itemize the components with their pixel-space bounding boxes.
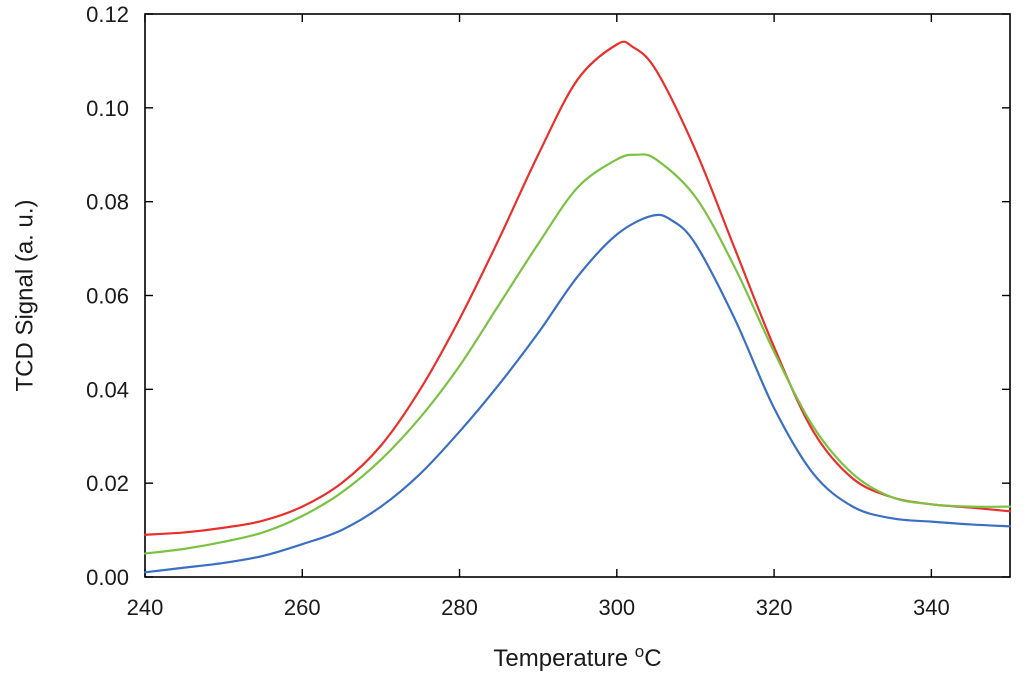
y-tick-label: 0.00 — [86, 565, 129, 590]
series-line-1 — [143, 153, 1012, 555]
y-tick-label: 0.06 — [86, 284, 129, 309]
x-axis-title-unit-sup: o — [635, 642, 644, 661]
y-tick-label: 0.12 — [86, 2, 129, 27]
axis-ticks — [144, 13, 1010, 578]
x-axis-title-unit: C — [644, 645, 661, 672]
series-line-2 — [143, 213, 1012, 574]
x-axis-title-text: Temperature — [493, 645, 634, 672]
x-tick-label: 240 — [127, 595, 164, 620]
series-line-0 — [143, 40, 1012, 536]
x-tick-label: 340 — [913, 595, 950, 620]
x-tick-label: 280 — [441, 595, 478, 620]
y-tick-label: 0.10 — [86, 96, 129, 121]
x-tick-label: 300 — [598, 595, 635, 620]
y-tick-label: 0.04 — [86, 377, 129, 402]
axis-tick-labels: 240 260 280 300 320 340 0.00 0.02 0.04 0.06 0.08 0.… — [86, 2, 950, 620]
y-tick-label: 0.08 — [86, 190, 129, 215]
x-tick-label: 260 — [284, 595, 321, 620]
x-axis-title: Temperature oC — [493, 642, 661, 673]
y-axis-title: TCD Signal (a. u.) — [11, 199, 38, 391]
x-tick-label: 320 — [756, 595, 793, 620]
series-group — [143, 40, 1012, 574]
y-tick-label: 0.02 — [86, 471, 129, 496]
